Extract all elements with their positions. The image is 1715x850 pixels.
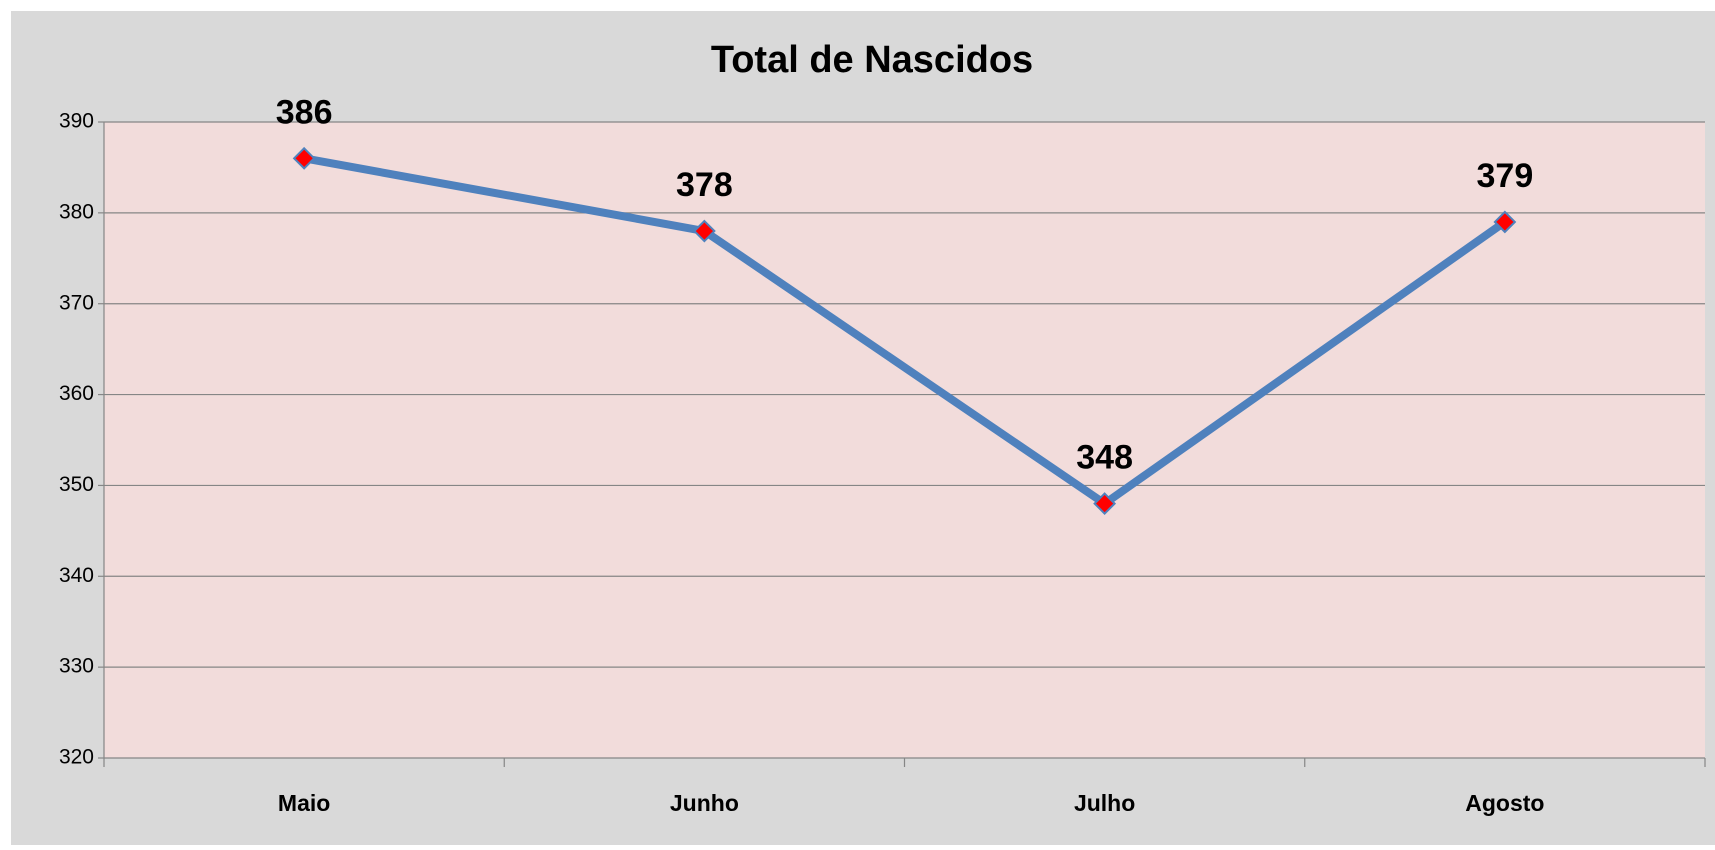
y-tick-label: 340 [59,564,94,587]
marker [1493,210,1517,234]
x-tick-label: Maio [278,790,330,816]
y-tick-label: 380 [59,200,94,223]
x-tick-label: Agosto [1465,790,1544,816]
x-tick-label: Junho [670,790,739,816]
plot-area [104,122,1705,758]
y-tick-label: 350 [59,473,94,496]
y-tick-label: 360 [59,382,94,405]
marker [292,146,316,170]
data-label: 348 [1076,439,1133,477]
data-label: 378 [676,166,733,204]
data-label: 386 [276,93,333,131]
marker [1093,492,1117,516]
plot: 320 330 340 350 360 370 380 390 Maio Junho Julho Ag… [59,93,1706,816]
chart-title: Total de Nascidos [711,39,1033,81]
x-tick-label: Julho [1074,790,1135,816]
y-tick-label: 320 [59,746,94,769]
line [303,154,1508,508]
y-tick-label: 390 [59,110,94,133]
marker [692,219,716,243]
y-tick-label: 330 [59,655,94,678]
y-tick-label: 370 [59,291,94,314]
data-label: 379 [1477,157,1534,195]
